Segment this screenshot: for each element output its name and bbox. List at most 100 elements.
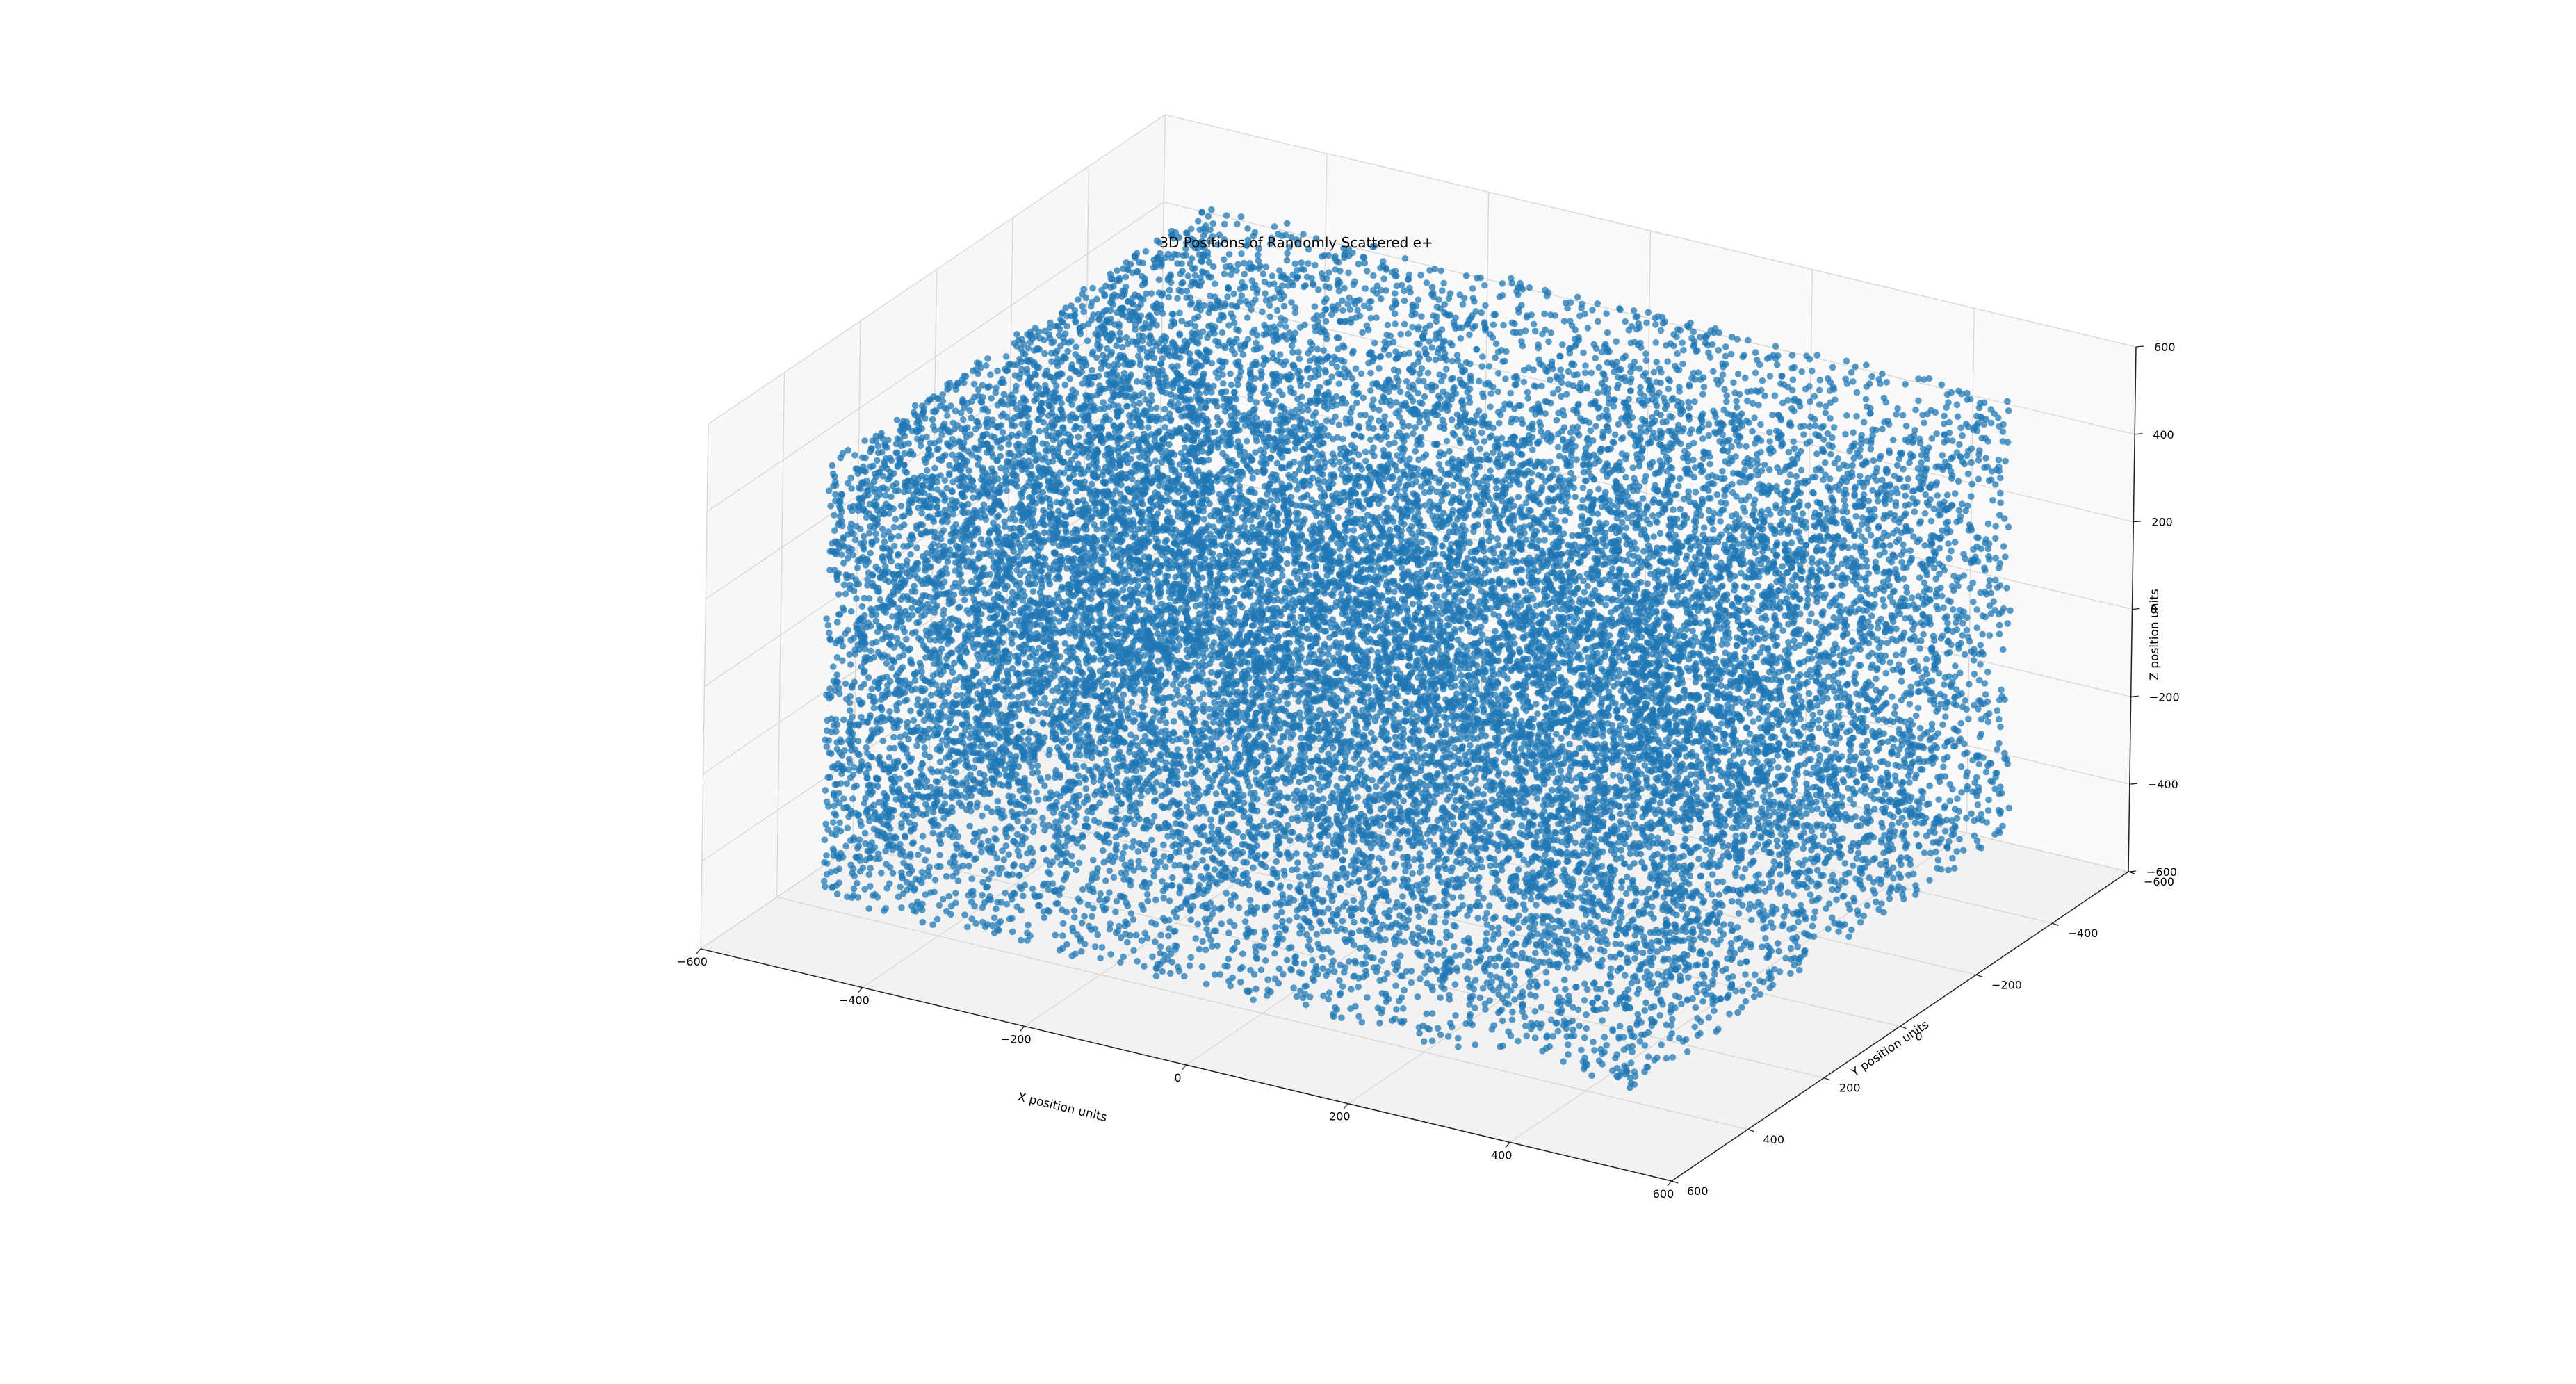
scatter-point [1041,694,1048,701]
scatter-point [1721,492,1728,500]
scatter-point [1585,710,1592,717]
scatter-point [1479,353,1486,360]
scatter-point [923,467,931,474]
scatter-point [1971,671,1978,678]
scatter-point [1841,496,1848,504]
scatter-point [1492,628,1499,635]
scatter-point [1583,1011,1590,1018]
scatter-point [1321,367,1329,374]
scatter-point [1691,398,1698,405]
scatter-point [1492,962,1499,970]
scatter-point [865,530,873,537]
scatter-point [1959,432,1966,439]
scatter-point [1861,707,1868,714]
scatter-point [1900,541,1907,548]
scatter-point [1428,344,1435,351]
scatter-point [1681,448,1688,455]
scatter-point [1735,910,1743,917]
scatter-point [1824,430,1832,437]
scatter-point [861,437,868,444]
scatter-point [1825,925,1832,933]
scatter-point [1684,665,1690,671]
scatter-point [1045,886,1052,893]
scatter-point [1531,1034,1539,1041]
scatter-point [1134,958,1141,965]
scatter-point [1149,953,1156,961]
scatter-point [1283,220,1291,227]
scatter-point [1547,311,1554,318]
scatter-point [1891,703,1899,710]
scatter-point [1592,423,1599,430]
scatter-point [1979,630,1986,638]
scatter-point [1957,719,1964,727]
scatter-point [1957,424,1964,432]
scatter-point [1991,576,1999,584]
scatter-point [1889,821,1896,829]
scatter-point [1715,347,1722,354]
scatter-point [1565,1041,1572,1048]
scatter-point [1494,388,1501,396]
scatter-point [1948,736,1955,744]
scatter-point [1722,352,1729,360]
scatter-point [1302,1001,1310,1009]
scatter-point [1927,517,1935,525]
scatter-point [1952,662,1959,669]
scatter-point [1733,404,1741,411]
scatter-point [1152,896,1159,904]
scatter-point [1168,874,1176,881]
scatter-point [1566,740,1573,748]
scatter-point [1465,492,1472,500]
scatter-point [995,870,1003,877]
scatter-point [1542,968,1550,976]
scatter-point [1747,802,1754,809]
scatter-point [1421,393,1428,400]
scatter-point [1704,473,1712,480]
scatter-point [1171,701,1178,708]
scatter-point [1779,701,1786,709]
scatter-point [1023,662,1030,669]
scatter-point [1578,1046,1585,1054]
scatter-point [1212,790,1220,797]
scatter-point [1439,287,1446,295]
scatter-point [1680,346,1687,354]
scatter-point [1761,461,1768,469]
scatter-point [991,825,999,833]
scatter-point [934,602,941,610]
scatter-point [1541,537,1548,544]
scatter-point [1816,724,1823,732]
scatter-point [1530,320,1538,328]
scatter-point [1326,269,1332,276]
scatter-point [1029,588,1037,595]
scatter-point [1699,998,1706,1005]
scatter-point [1351,918,1358,926]
scatter-point [1622,318,1629,325]
scatter-point [1009,928,1016,936]
scatter-point [1218,329,1226,336]
scatter-point [993,865,1001,872]
scatter-point [1720,921,1727,928]
scatter-point [1026,729,1034,736]
scatter-point [1615,421,1622,428]
scatter-point [846,651,854,658]
scatter-point [1538,1004,1545,1011]
scatter-point [952,768,960,776]
scatter-point [1415,913,1423,920]
scatter-point [1873,898,1880,906]
scatter-point [1711,904,1719,911]
scatter-point [1087,595,1095,603]
scatter-point [1508,619,1515,626]
scatter-point [1128,430,1135,438]
scatter-point [1376,365,1383,372]
scatter-point [1894,405,1901,412]
scatter-point [1788,352,1796,359]
scatter-point [1766,429,1773,436]
scatter-point [1078,920,1086,927]
scatter-point [1643,319,1650,327]
scatter-point [1985,796,1992,804]
scatter-point [1478,429,1485,437]
scatter-point [1139,259,1146,267]
scatter-point [1752,549,1759,557]
scatter-point [860,669,867,676]
scatter-point [1640,548,1647,555]
